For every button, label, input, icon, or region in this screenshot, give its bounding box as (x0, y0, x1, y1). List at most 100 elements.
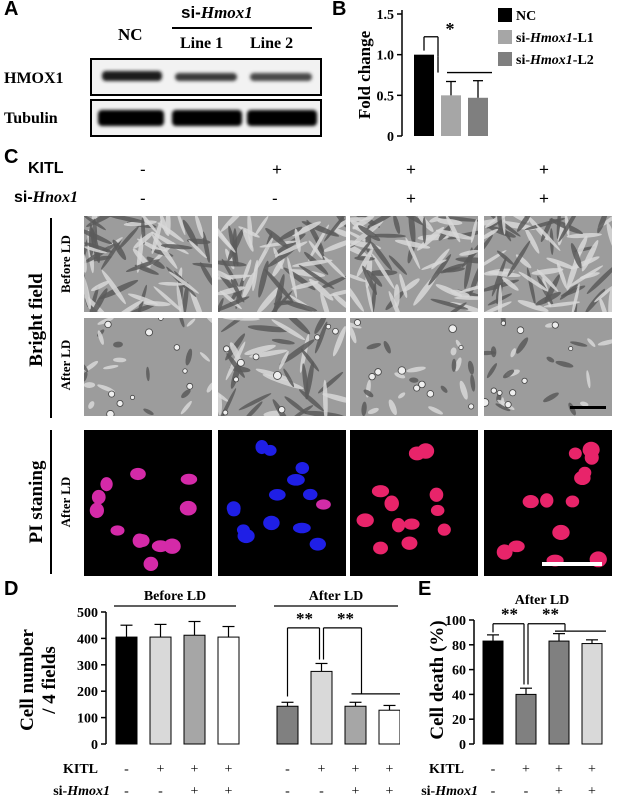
cell-mark (146, 366, 150, 382)
cell-death-bar (482, 640, 504, 745)
cell-mark (322, 238, 346, 253)
cell-mark (597, 216, 612, 229)
cell-number-kitl-sign: + (386, 762, 394, 777)
nucleus-mark (151, 540, 170, 553)
cell-mark (399, 273, 408, 299)
panel-c-si-sign: + (539, 189, 549, 208)
cell-mark (125, 259, 160, 272)
cell-number-tick-label: 200 (77, 685, 98, 700)
cell-mark (181, 389, 191, 399)
cell-number-tick-label: 500 (77, 606, 98, 621)
nucleus-mark (371, 485, 390, 498)
cell-mark (113, 300, 143, 312)
panel-b-letter: B (332, 0, 347, 20)
cell-number-si-label: si-Hmox1 (53, 784, 110, 799)
cell-number-si-sign: - (319, 784, 324, 799)
panel-a-letter: A (4, 0, 19, 20)
cell-number-kitl-label: KITL (63, 762, 98, 777)
cell-mark (298, 389, 324, 412)
nucleus-mark (263, 515, 280, 531)
band-tubulin-nc (98, 110, 164, 126)
round-cell-mark (374, 368, 382, 376)
nucleus-mark (287, 474, 305, 486)
cell-mark (459, 249, 478, 256)
cell-mark (484, 250, 507, 271)
cell-mark (221, 318, 260, 321)
nucleus-mark (508, 540, 525, 553)
cell-mark (300, 348, 320, 372)
cell-death-title: After LD (515, 593, 570, 608)
cell-mark (501, 216, 506, 235)
cell-mark (259, 240, 298, 248)
nucleus-mark (522, 495, 539, 509)
cell-mark (516, 216, 532, 232)
nucleus-mark (429, 487, 444, 502)
cell-number-tick-label: 400 (77, 632, 98, 647)
cell-death-tick-label: 0 (459, 738, 466, 753)
cell-mark (84, 252, 87, 273)
round-cell-mark (448, 324, 457, 333)
cell-mark (308, 224, 330, 262)
fold-change-legend-swatch (498, 52, 512, 66)
cell-mark (113, 341, 123, 348)
cell-mark (497, 284, 503, 312)
cell-mark (440, 263, 465, 274)
cell-mark (445, 216, 461, 243)
round-cell-mark (354, 319, 361, 326)
cell-mark (127, 293, 159, 305)
fold-change-significance: * (446, 19, 455, 39)
round-cell-mark (314, 334, 321, 341)
cell-number-group-before: Before LD (144, 589, 206, 604)
cell-mark (218, 220, 236, 253)
cell-mark (454, 357, 462, 372)
bright-field-before-ld-tile (218, 216, 346, 312)
cell-mark (558, 216, 581, 243)
cell-mark (405, 237, 421, 270)
cell-mark (90, 280, 110, 292)
cell-mark (243, 401, 263, 416)
cell-mark (242, 271, 256, 299)
cell-mark (366, 342, 382, 350)
cell-number-tick-label: 100 (77, 712, 98, 727)
cell-mark (543, 301, 581, 308)
cell-mark (186, 318, 196, 327)
cell-mark (160, 244, 193, 250)
cell-number-si-sign: + (352, 784, 360, 799)
cell-mark (103, 365, 119, 370)
cell-death-kitl-label: KITL (429, 762, 464, 777)
cell-mark (180, 282, 189, 312)
cell-death-kitl-sign: + (522, 762, 530, 777)
nucleus-mark (132, 533, 147, 548)
pi-staining-after-ld-tile (84, 430, 212, 576)
round-cell-mark (104, 320, 112, 329)
nucleus-mark (417, 443, 435, 459)
nucleus-mark (565, 495, 580, 508)
cell-mark (226, 353, 245, 378)
cell-mark (362, 265, 378, 295)
cell-mark (597, 339, 612, 346)
pi-bracket (50, 430, 52, 574)
cell-mark (370, 241, 393, 271)
cell-mark (502, 277, 519, 291)
cell-mark (91, 288, 108, 312)
round-cell-mark (568, 346, 574, 352)
cell-mark (524, 227, 540, 254)
panel-d-letter: D (4, 578, 19, 600)
cell-mark (272, 257, 285, 277)
cell-mark (84, 382, 96, 388)
fold-change-tick-label: 1.0 (377, 49, 395, 64)
round-cell-mark (106, 410, 115, 416)
nucleus-mark (316, 499, 331, 510)
cell-death-si-sign: - (524, 784, 529, 799)
nucleus-mark (268, 488, 286, 501)
round-cell-mark (509, 389, 517, 397)
cell-death-si-sign: + (588, 784, 596, 799)
nucleus-mark (437, 523, 451, 536)
cell-mark (367, 407, 379, 415)
cell-mark (294, 228, 301, 253)
nucleus-mark (295, 461, 310, 475)
cell-mark (516, 337, 529, 354)
cell-mark (322, 393, 346, 405)
cell-mark (484, 350, 496, 356)
